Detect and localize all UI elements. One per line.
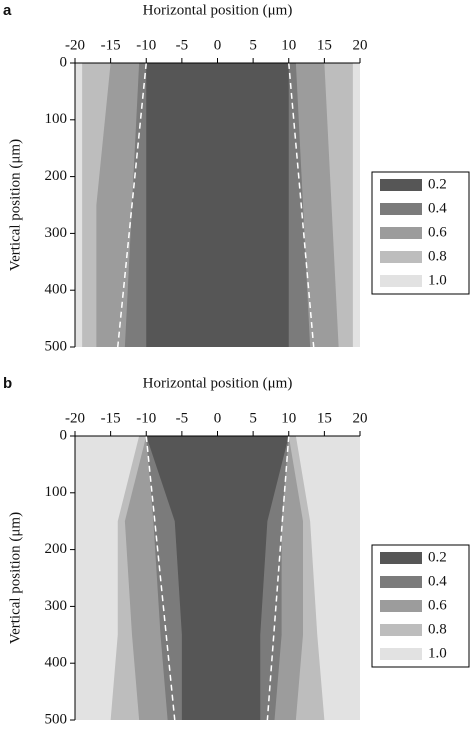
legend-swatch [380,275,422,287]
dashed-boundary [145,435,176,721]
legend-label: 0.2 [428,549,447,565]
y-tick-label: 0 [60,54,68,70]
legend-swatch [380,576,422,588]
y-tick-label: 100 [45,484,68,500]
x-axis-label: Horizontal position (μm) [143,375,293,391]
dashed-boundary [288,62,315,348]
legend-swatch [380,648,422,660]
x-tick-label: -10 [136,37,156,53]
legend-swatch [380,600,422,612]
dashed-boundary [117,62,147,348]
x-tick-label: 15 [317,410,332,426]
x-tick-label: -15 [101,410,121,426]
y-tick-label: 400 [45,655,68,671]
legend-swatch [380,624,422,636]
contour-region [146,63,289,347]
x-tick-label: 5 [249,410,257,426]
y-tick-label: 100 [45,111,68,127]
x-axis-label: Horizontal position (μm) [143,2,293,18]
x-tick-label: -5 [176,410,189,426]
legend-swatch [380,251,422,263]
panel-label: a [3,2,12,19]
legend-swatch [380,179,422,191]
x-tick-label: -20 [65,410,85,426]
y-axis-label: Vertical position (μm) [7,512,23,644]
x-tick-label: 0 [214,37,222,53]
x-tick-label: 5 [249,37,257,53]
x-tick-label: -10 [136,410,156,426]
y-tick-label: 200 [45,541,68,557]
x-tick-label: 10 [281,37,296,53]
y-tick-label: 200 [45,168,68,184]
dashed-boundary [266,435,290,721]
legend-label: 1.0 [428,645,447,661]
x-tick-label: 0 [214,410,222,426]
x-tick-label: 10 [281,410,296,426]
legend-label: 0.2 [428,176,447,192]
y-axis-label: Vertical position (μm) [7,139,23,271]
y-tick-label: 300 [45,598,68,614]
panel-label: b [3,375,12,392]
legend-label: 0.8 [428,621,447,637]
legend-swatch [380,227,422,239]
x-tick-label: -15 [101,37,121,53]
legend-label: 0.4 [428,573,447,589]
legend-label: 1.0 [428,272,447,288]
legend-label: 0.4 [428,200,447,216]
legend-swatch [380,552,422,564]
legend-label: 0.6 [428,224,447,240]
y-tick-label: 300 [45,225,68,241]
y-tick-label: 500 [45,338,68,354]
x-tick-label: 15 [317,37,332,53]
y-tick-label: 500 [45,711,68,727]
legend-swatch [380,203,422,215]
legend-label: 0.8 [428,248,447,264]
y-tick-label: 400 [45,282,68,298]
x-tick-label: 20 [353,410,368,426]
y-tick-label: 0 [60,427,68,443]
contour-region [146,436,289,720]
legend-label: 0.6 [428,597,447,613]
x-tick-label: -5 [176,37,189,53]
x-tick-label: 20 [353,37,368,53]
x-tick-label: -20 [65,37,85,53]
